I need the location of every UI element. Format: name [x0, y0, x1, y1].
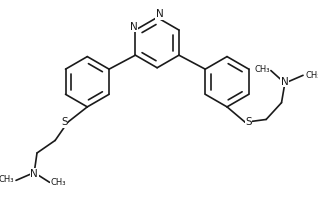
Text: CH₃: CH₃ [254, 65, 270, 74]
Text: N: N [130, 22, 138, 32]
Text: CH₃: CH₃ [0, 175, 14, 184]
Text: S: S [245, 117, 252, 127]
Text: N: N [281, 77, 289, 87]
Text: N: N [30, 169, 38, 179]
Text: CH₃: CH₃ [51, 178, 66, 187]
Text: S: S [61, 117, 68, 127]
Text: N: N [156, 9, 163, 19]
Text: CH₃: CH₃ [305, 71, 318, 80]
